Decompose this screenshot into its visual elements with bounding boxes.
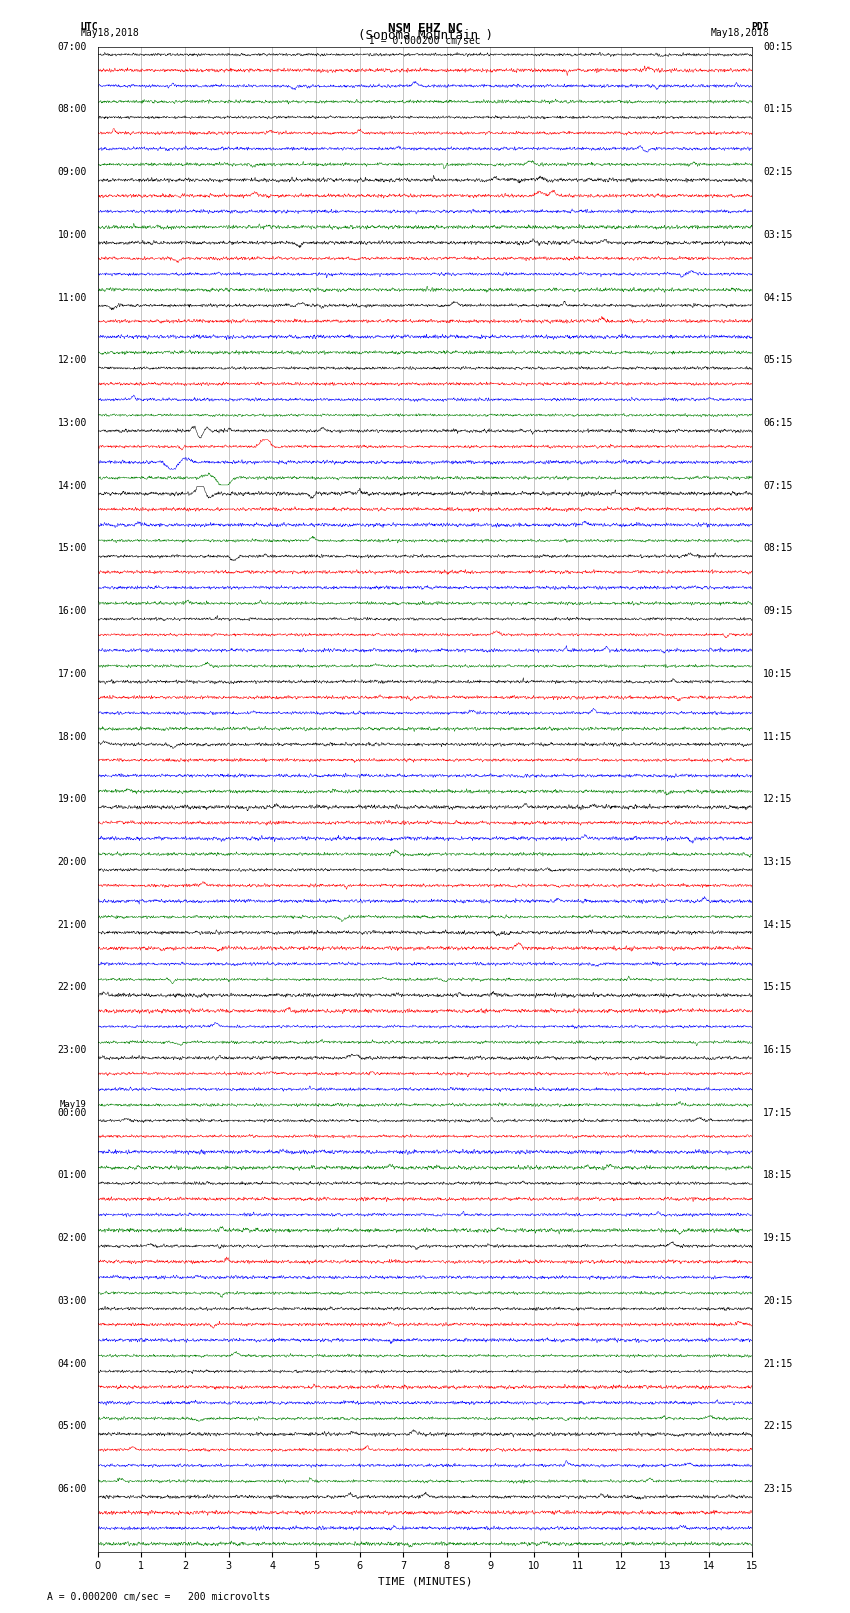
Text: 03:15: 03:15 — [763, 231, 792, 240]
Text: 16:00: 16:00 — [58, 606, 87, 616]
Text: 09:15: 09:15 — [763, 606, 792, 616]
Text: 18:15: 18:15 — [763, 1171, 792, 1181]
Text: 06:00: 06:00 — [58, 1484, 87, 1494]
X-axis label: TIME (MINUTES): TIME (MINUTES) — [377, 1578, 473, 1587]
Text: 04:15: 04:15 — [763, 292, 792, 303]
Text: 00:00: 00:00 — [58, 1108, 87, 1118]
Text: 06:15: 06:15 — [763, 418, 792, 427]
Text: 17:00: 17:00 — [58, 669, 87, 679]
Text: 11:00: 11:00 — [58, 292, 87, 303]
Text: 15:15: 15:15 — [763, 982, 792, 992]
Text: PDT: PDT — [751, 23, 769, 32]
Text: 17:15: 17:15 — [763, 1108, 792, 1118]
Text: 09:00: 09:00 — [58, 168, 87, 177]
Text: 10:15: 10:15 — [763, 669, 792, 679]
Text: 20:15: 20:15 — [763, 1295, 792, 1307]
Text: 05:15: 05:15 — [763, 355, 792, 365]
Text: 03:00: 03:00 — [58, 1295, 87, 1307]
Text: 10:00: 10:00 — [58, 231, 87, 240]
Text: 23:15: 23:15 — [763, 1484, 792, 1494]
Text: 21:00: 21:00 — [58, 919, 87, 929]
Text: 22:00: 22:00 — [58, 982, 87, 992]
Text: 22:15: 22:15 — [763, 1421, 792, 1431]
Text: 14:00: 14:00 — [58, 481, 87, 490]
Text: 01:00: 01:00 — [58, 1171, 87, 1181]
Text: 13:15: 13:15 — [763, 857, 792, 866]
Text: 13:00: 13:00 — [58, 418, 87, 427]
Text: UTC: UTC — [81, 23, 99, 32]
Text: 00:15: 00:15 — [763, 42, 792, 52]
Text: May18,2018: May18,2018 — [81, 29, 139, 39]
Text: 15:00: 15:00 — [58, 544, 87, 553]
Text: 16:15: 16:15 — [763, 1045, 792, 1055]
Text: May19: May19 — [60, 1100, 87, 1108]
Text: 07:15: 07:15 — [763, 481, 792, 490]
Text: 19:00: 19:00 — [58, 794, 87, 805]
Text: 12:00: 12:00 — [58, 355, 87, 365]
Text: 07:00: 07:00 — [58, 42, 87, 52]
Text: 02:00: 02:00 — [58, 1234, 87, 1244]
Text: May18,2018: May18,2018 — [711, 29, 769, 39]
Text: 12:15: 12:15 — [763, 794, 792, 805]
Text: 19:15: 19:15 — [763, 1234, 792, 1244]
Text: 08:15: 08:15 — [763, 544, 792, 553]
Text: 23:00: 23:00 — [58, 1045, 87, 1055]
Text: 11:15: 11:15 — [763, 732, 792, 742]
Text: 05:00: 05:00 — [58, 1421, 87, 1431]
Text: 14:15: 14:15 — [763, 919, 792, 929]
Text: NSM EHZ NC: NSM EHZ NC — [388, 23, 462, 35]
Text: 08:00: 08:00 — [58, 105, 87, 115]
Text: 02:15: 02:15 — [763, 168, 792, 177]
Text: I = 0.000200 cm/sec: I = 0.000200 cm/sec — [369, 35, 481, 45]
Text: A = 0.000200 cm/sec =   200 microvolts: A = 0.000200 cm/sec = 200 microvolts — [47, 1592, 270, 1602]
Text: (Sonoma Mountain ): (Sonoma Mountain ) — [358, 29, 492, 42]
Text: 18:00: 18:00 — [58, 732, 87, 742]
Text: 01:15: 01:15 — [763, 105, 792, 115]
Text: 04:00: 04:00 — [58, 1358, 87, 1368]
Text: 21:15: 21:15 — [763, 1358, 792, 1368]
Text: 20:00: 20:00 — [58, 857, 87, 866]
